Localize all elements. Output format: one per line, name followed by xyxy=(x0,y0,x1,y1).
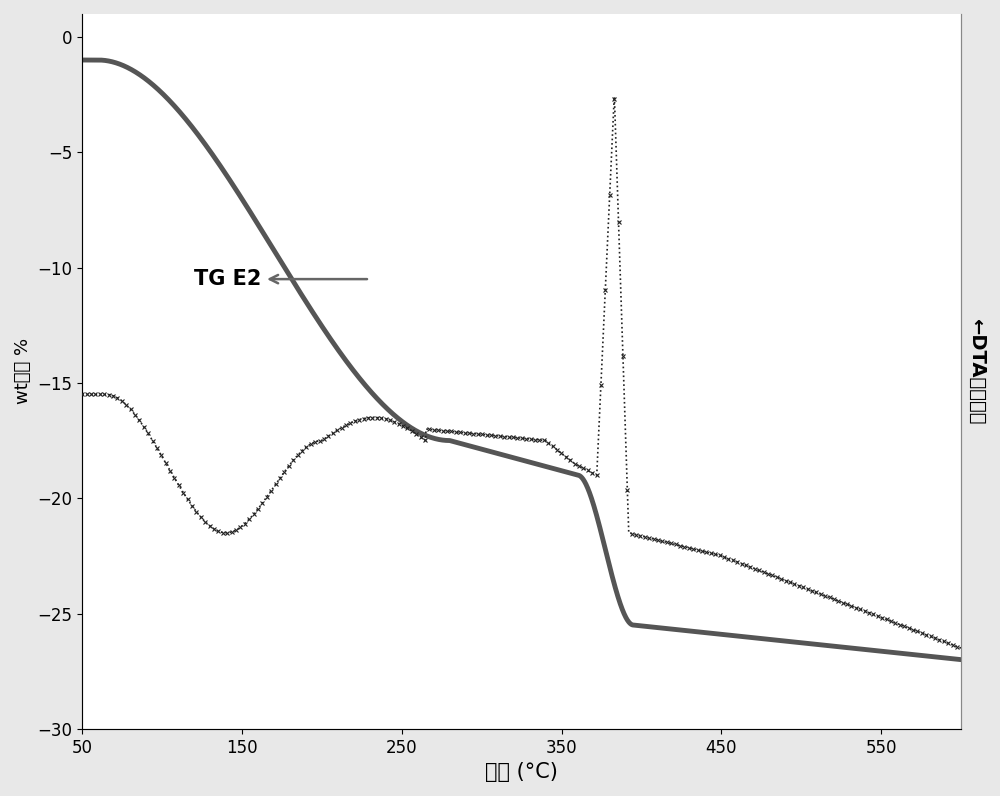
Y-axis label: wt损失 %: wt损失 % xyxy=(14,338,32,404)
Text: TG E2: TG E2 xyxy=(194,269,367,289)
Y-axis label: ←DTA（任意）: ←DTA（任意） xyxy=(967,318,986,424)
Text: DTA E2: DTA E2 xyxy=(0,795,1,796)
X-axis label: 温度 (°C): 温度 (°C) xyxy=(485,762,558,782)
